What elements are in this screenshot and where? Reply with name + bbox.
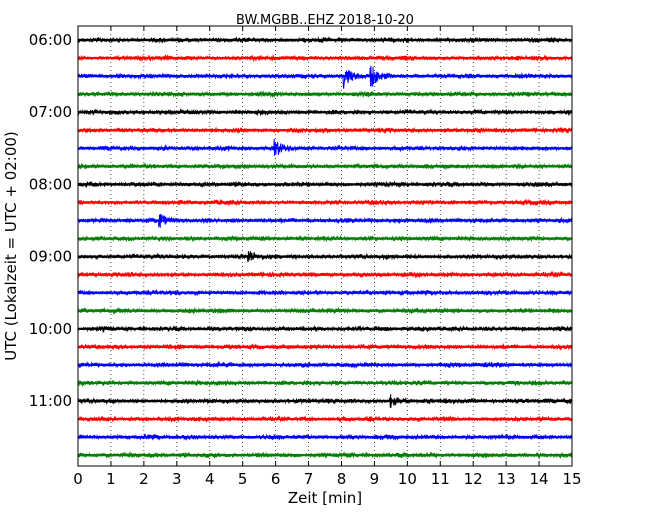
y-axis-label: UTC (Lokalzeit = UTC + 02:00) (2, 131, 20, 361)
x-tick-label: 6 (271, 470, 281, 488)
x-tick-label: 4 (205, 470, 215, 488)
y-tick-label: 10:00 (29, 320, 72, 338)
x-tick-label: 11 (431, 470, 450, 488)
x-tick-label: 8 (337, 470, 347, 488)
y-tick-label: 09:00 (29, 248, 72, 266)
x-tick-label: 9 (370, 470, 380, 488)
x-tick-label: 15 (562, 470, 581, 488)
y-axis-ticks: 06:00 07:00 08:00 09:00 10:00 11:00 (29, 31, 572, 410)
plot-frame (77, 25, 573, 467)
x-tick-label: 13 (497, 470, 516, 488)
x-tick-label: 14 (530, 470, 549, 488)
grid-lines (110, 26, 540, 466)
chart-title: BW.MGBB..EHZ 2018-10-20 (236, 13, 414, 28)
x-tick-label: 7 (304, 470, 314, 488)
seismic-traces (77, 36, 573, 460)
x-tick-label: 12 (464, 470, 483, 488)
x-axis-ticks: 0 1 2 3 4 5 6 7 8 9 10 11 12 13 14 15 (73, 26, 582, 488)
y-tick-label: 08:00 (29, 175, 72, 193)
x-tick-label: 5 (238, 470, 248, 488)
x-tick-label: 1 (106, 470, 116, 488)
x-tick-label: 2 (139, 470, 149, 488)
x-tick-label: 0 (73, 470, 83, 488)
y-tick-label: 07:00 (29, 103, 72, 121)
y-tick-label: 11:00 (29, 392, 72, 410)
x-axis-label: Zeit [min] (288, 489, 362, 507)
x-tick-label: 10 (398, 470, 417, 488)
x-tick-label: 3 (172, 470, 182, 488)
y-tick-label: 06:00 (29, 31, 72, 49)
